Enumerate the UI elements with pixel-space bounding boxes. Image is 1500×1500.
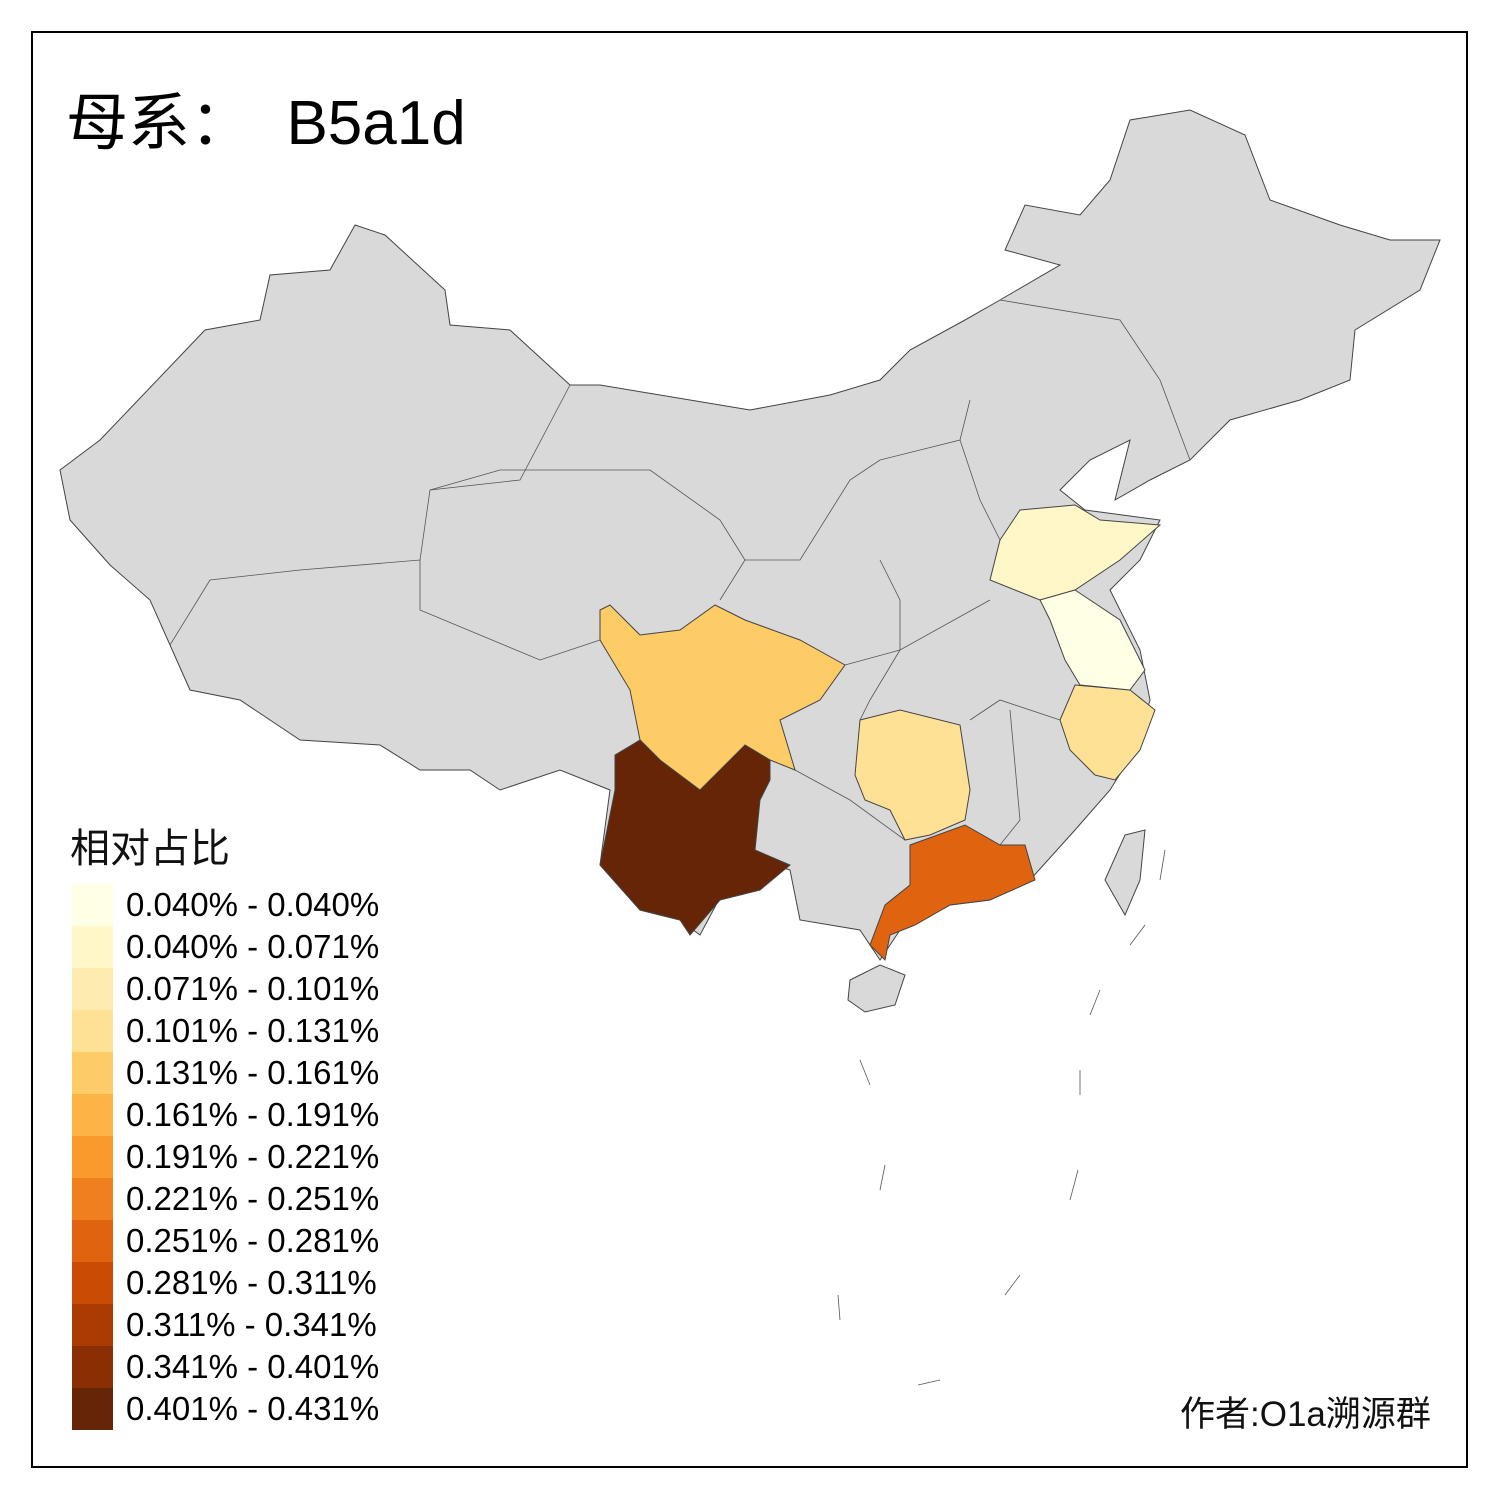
nine-dash-line-segment [1129, 924, 1146, 946]
province-border [844, 599, 991, 666]
province-border [169, 559, 601, 661]
legend: 0.040% - 0.040% 0.040% - 0.071% 0.071% - 0… [72, 884, 379, 1430]
province-border [959, 439, 1001, 541]
region-zhejiang [1059, 684, 1156, 781]
nine-dash-line-segment [1089, 989, 1101, 1016]
legend-swatch [72, 1178, 113, 1220]
legend-label: 0.040% - 0.071% [126, 928, 380, 965]
legend-item: 0.161% - 0.191% [72, 1094, 379, 1136]
nine-dash-line-segment [917, 1379, 941, 1386]
legend-label: 0.311% - 0.341% [126, 1306, 377, 1343]
legend-title: 相对占比 [70, 827, 230, 871]
legend-label: 0.191% - 0.221% [126, 1138, 380, 1175]
legend-swatch [72, 968, 113, 1010]
province-border [999, 299, 1191, 461]
legend-item: 0.311% - 0.341% [72, 1304, 379, 1346]
nine-dash-line-segment [1069, 1169, 1079, 1201]
legend-item: 0.251% - 0.281% [72, 1220, 379, 1262]
legend-swatch [72, 1262, 113, 1304]
legend-label: 0.341% - 0.401% [126, 1348, 380, 1385]
legend-label: 0.101% - 0.131% [126, 1012, 380, 1049]
legend-swatch [72, 1052, 113, 1094]
legend-swatch [72, 1346, 113, 1388]
legend-item: 0.221% - 0.251% [72, 1178, 379, 1220]
legend-item: 0.341% - 0.401% [72, 1346, 379, 1388]
legend-label: 0.401% - 0.431% [126, 1390, 380, 1427]
legend-label: 0.161% - 0.191% [126, 1096, 380, 1133]
legend-swatch [72, 1220, 113, 1262]
legend-swatch [72, 884, 113, 926]
legend-label: 0.071% - 0.101% [126, 970, 380, 1007]
legend-swatch [72, 926, 113, 968]
legend-swatch [72, 1136, 113, 1178]
province-border [969, 699, 1061, 721]
legend-swatch [72, 1094, 113, 1136]
legend-item: 0.281% - 0.311% [72, 1262, 379, 1304]
region-shandong [989, 504, 1162, 601]
nine-dash-line-segment [1159, 849, 1166, 881]
province-border [419, 384, 571, 561]
legend-swatch [72, 1304, 113, 1346]
nine-dash-line-segment [1004, 1274, 1021, 1296]
legend-item: 0.071% - 0.101% [72, 968, 379, 1010]
legend-item: 0.131% - 0.161% [72, 1052, 379, 1094]
legend-label: 0.251% - 0.281% [126, 1222, 380, 1259]
legend-label: 0.281% - 0.311% [126, 1264, 377, 1301]
nine-dash-line-segment [859, 1059, 871, 1086]
province-border [794, 769, 906, 841]
nine-dash-line-segment [837, 1294, 841, 1321]
map-title: 母系： B5a1d [66, 89, 466, 158]
region-hainan [847, 964, 906, 1013]
nine-dash-line-segment [879, 1164, 886, 1191]
province-border [999, 709, 1021, 846]
region-jiangsu [1039, 589, 1146, 691]
figure-border [31, 31, 1468, 1468]
region-yunnan [599, 739, 791, 936]
legend-swatch [72, 1388, 113, 1430]
legend-swatch [72, 1010, 113, 1052]
legend-item: 0.401% - 0.431% [72, 1388, 379, 1430]
region-taiwan [1104, 829, 1146, 917]
legend-item: 0.040% - 0.040% [72, 884, 379, 926]
region-hunan [854, 709, 971, 841]
legend-label: 0.131% - 0.161% [126, 1054, 380, 1091]
legend-label: 0.040% - 0.040% [126, 886, 380, 923]
author-credit: 作者:O1a溯源群 [1180, 1395, 1431, 1434]
legend-label: 0.221% - 0.251% [126, 1180, 380, 1217]
province-border [745, 399, 971, 561]
legend-item: 0.101% - 0.131% [72, 1010, 379, 1052]
legend-item: 0.191% - 0.221% [72, 1136, 379, 1178]
region-guangdong [869, 824, 1036, 962]
legend-item: 0.040% - 0.071% [72, 926, 379, 968]
